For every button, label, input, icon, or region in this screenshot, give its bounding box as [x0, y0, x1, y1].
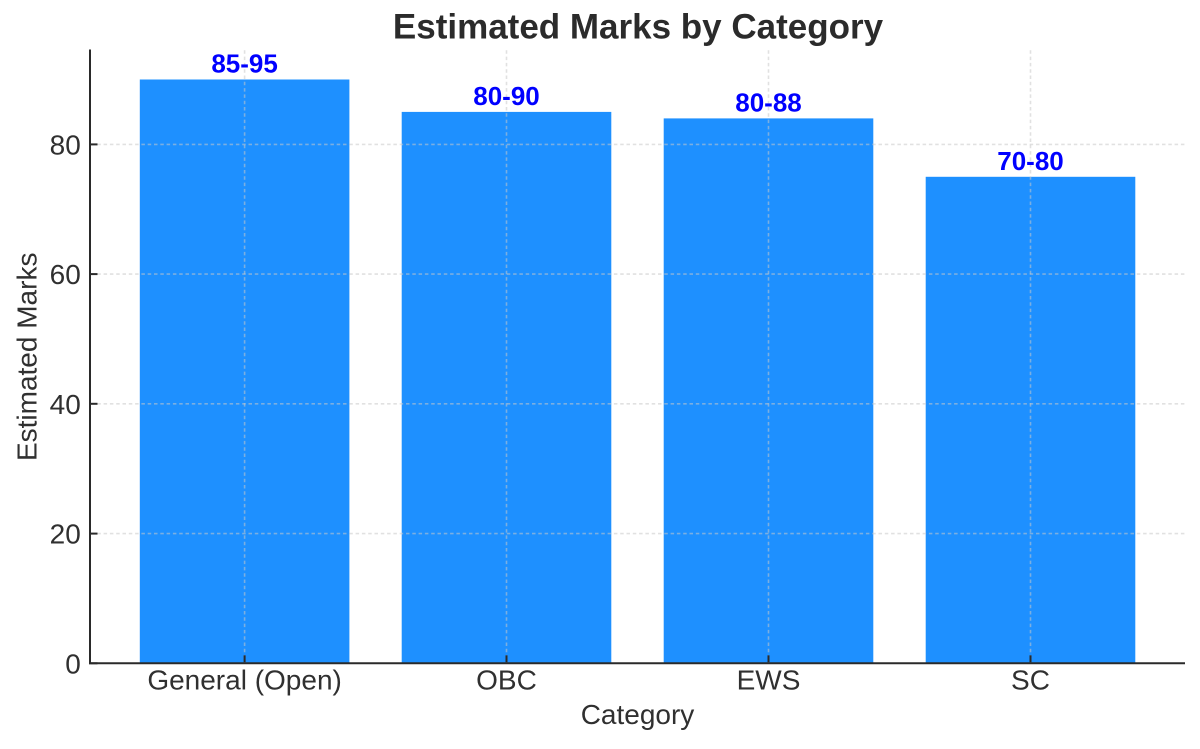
svg-text:0: 0 [65, 648, 81, 679]
svg-text:40: 40 [50, 389, 81, 420]
svg-text:80: 80 [50, 129, 81, 160]
svg-text:20: 20 [50, 519, 81, 550]
svg-text:OBC: OBC [476, 665, 537, 696]
svg-text:Estimated Marks by Category: Estimated Marks by Category [393, 8, 884, 47]
svg-text:70-80: 70-80 [997, 146, 1064, 176]
svg-text:Estimated Marks: Estimated Marks [12, 253, 43, 462]
svg-text:80-90: 80-90 [473, 81, 540, 111]
svg-text:60: 60 [50, 259, 81, 290]
svg-text:General (Open): General (Open) [147, 665, 342, 696]
svg-text:SC: SC [1011, 665, 1050, 696]
svg-text:EWS: EWS [737, 665, 801, 696]
svg-text:Category: Category [581, 699, 695, 730]
svg-text:85-95: 85-95 [211, 49, 278, 79]
svg-text:80-88: 80-88 [735, 87, 802, 117]
